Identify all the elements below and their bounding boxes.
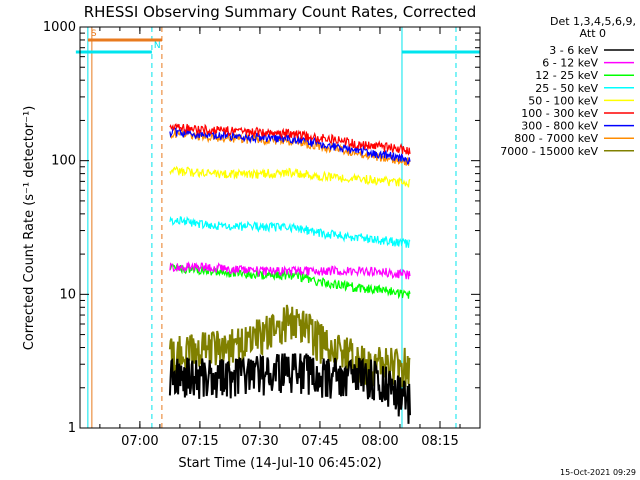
legend-item-label: 100 - 300 keV <box>521 107 598 120</box>
legend-item-label: 300 - 800 keV <box>521 120 598 133</box>
x-tick-label: 07:15 <box>181 434 218 449</box>
legend-item-label: 800 - 7000 keV <box>514 132 598 145</box>
footer-timestamp: 15-Oct-2021 09:29 <box>560 468 636 477</box>
y-tick-label: 1 <box>68 421 76 436</box>
legend-subtitle: Att 0 <box>580 27 606 40</box>
series-line <box>168 353 411 424</box>
y-tick-label: 100 <box>51 154 76 169</box>
y-tick-label: 10 <box>59 287 76 302</box>
x-tick-label: 07:45 <box>301 434 338 449</box>
legend-title: Det 1,3,4,5,6,9, <box>550 15 636 28</box>
legend-item-label: 6 - 12 keV <box>542 57 598 70</box>
plot-area: SN <box>75 27 480 428</box>
legend-item-label: 3 - 6 keV <box>549 44 598 57</box>
flag-label: N <box>154 41 161 51</box>
legend-item-label: 7000 - 15000 keV <box>500 145 598 158</box>
legend-item-label: 25 - 50 keV <box>535 82 598 95</box>
chart-title: RHESSI Observing Summary Count Rates, Co… <box>84 3 477 21</box>
series-line <box>169 215 411 248</box>
x-tick-label: 08:15 <box>421 434 458 449</box>
series-line <box>168 304 411 390</box>
y-axis-label: Corrected Count Rate (s⁻¹ detector⁻¹) <box>22 106 37 351</box>
x-tick-label: 07:30 <box>241 434 278 449</box>
series-line <box>169 165 411 188</box>
axis-ticks: 07:00 07:15 07:30 07:45 08:00 08:15 1 10 100 1000 <box>43 20 480 449</box>
legend-item-label: 12 - 25 keV <box>535 69 598 82</box>
series-line <box>169 126 411 165</box>
x-axis-label: Start Time (14-Jul-10 06:45:02) <box>178 456 381 471</box>
x-tick-label: 08:00 <box>361 434 398 449</box>
series-line <box>169 261 411 280</box>
y-tick-label: 1000 <box>43 20 76 35</box>
flag-label: S <box>91 29 97 39</box>
legend-item-label: 50 - 100 keV <box>528 94 598 107</box>
series-line <box>169 123 411 156</box>
x-tick-label: 07:00 <box>121 434 158 449</box>
